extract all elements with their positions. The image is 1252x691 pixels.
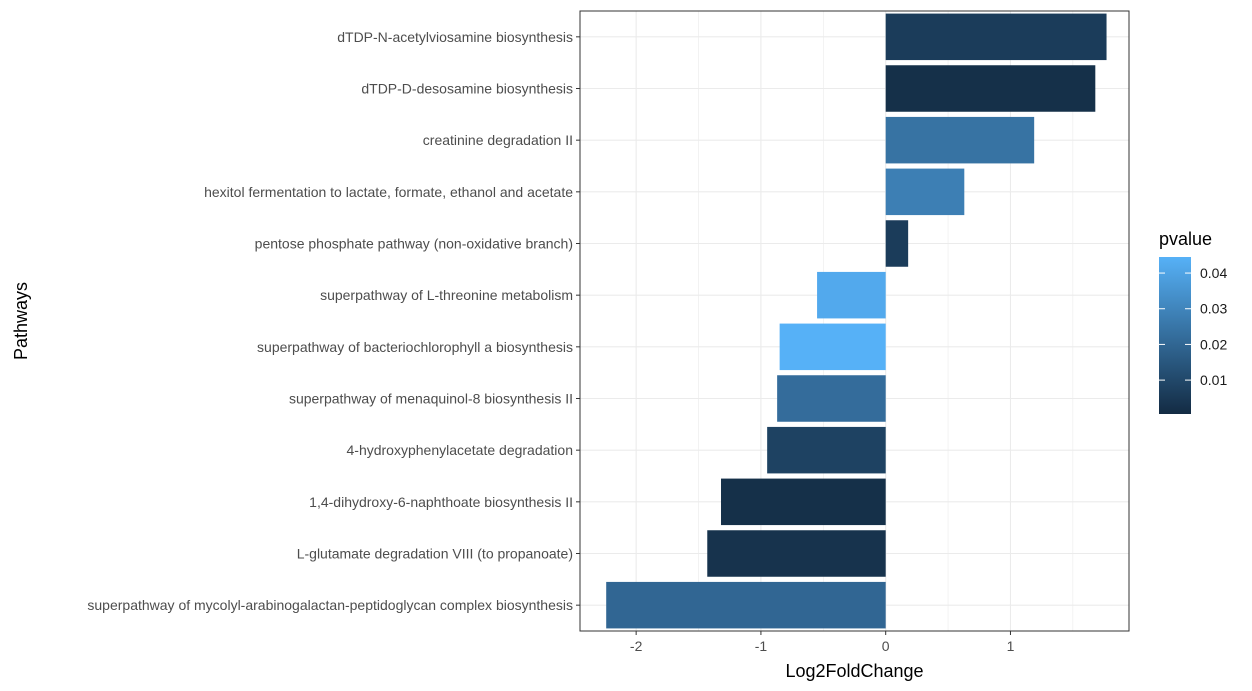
bar-3: [885, 116, 1035, 164]
color-legend: pvalue 0.01 0.02 0.03 0.04: [1159, 229, 1227, 414]
bar-9: [767, 426, 886, 474]
y-axis-title: Pathways: [11, 282, 31, 360]
y-tick-label: creatinine degradation II: [423, 132, 573, 148]
bar-11: [707, 530, 886, 577]
bar-8: [777, 375, 886, 422]
panel-border: [579, 10, 1130, 632]
bar-2: [885, 65, 1096, 112]
y-tick-label: 1,4-dihydroxy-6-naphthoate biosynthesis …: [309, 494, 573, 510]
y-tick-label: superpathway of bacteriochlorophyll a bi…: [257, 339, 573, 355]
y-tick-label: hexitol fermentation to lactate, formate…: [204, 184, 573, 200]
bar-1: [885, 13, 1107, 61]
y-tick-label: superpathway of L-threonine metabolism: [320, 287, 573, 303]
x-tick-label: 0: [882, 638, 890, 654]
y-tick-label: 4-hydroxyphenylacetate degradation: [347, 442, 574, 458]
bar-5: [885, 220, 909, 267]
y-tick-label: pentose phosphate pathway (non-oxidative…: [255, 236, 573, 252]
legend-tick-label: 0.03: [1200, 301, 1227, 317]
y-tick-label: superpathway of menaquinol-8 biosynthesi…: [289, 391, 573, 407]
panel-background: [580, 11, 1129, 631]
legend-tick-label: 0.02: [1200, 336, 1227, 352]
bar-4: [885, 168, 965, 216]
x-axis: -2 -1 0 1: [630, 631, 1015, 654]
bar-12: [606, 581, 886, 629]
bar-6: [817, 271, 886, 319]
y-axis: dTDP-N-acetylviosamine biosynthesis dTDP-…: [87, 29, 580, 613]
bar-7: [779, 323, 886, 371]
bars: [606, 13, 1107, 629]
legend-tick-label: 0.01: [1200, 372, 1227, 388]
y-tick-label: L-glutamate degradation VIII (to propano…: [297, 546, 573, 562]
legend-tick-label: 0.04: [1200, 265, 1227, 281]
legend-ticks: 0.01 0.02 0.03 0.04: [1159, 265, 1227, 388]
y-tick-label: dTDP-N-acetylviosamine biosynthesis: [337, 29, 573, 45]
x-tick-label: 1: [1007, 638, 1015, 654]
x-tick-label: -1: [755, 638, 768, 654]
y-tick-label: superpathway of mycolyl-arabinogalactan-…: [87, 597, 573, 613]
bar-10: [720, 478, 886, 526]
x-axis-title: Log2FoldChange: [785, 661, 923, 681]
legend-colorbar: [1159, 257, 1191, 414]
x-tick-label: -2: [630, 638, 643, 654]
y-tick-label: dTDP-D-desosamine biosynthesis: [361, 81, 573, 97]
legend-title: pvalue: [1159, 229, 1212, 249]
